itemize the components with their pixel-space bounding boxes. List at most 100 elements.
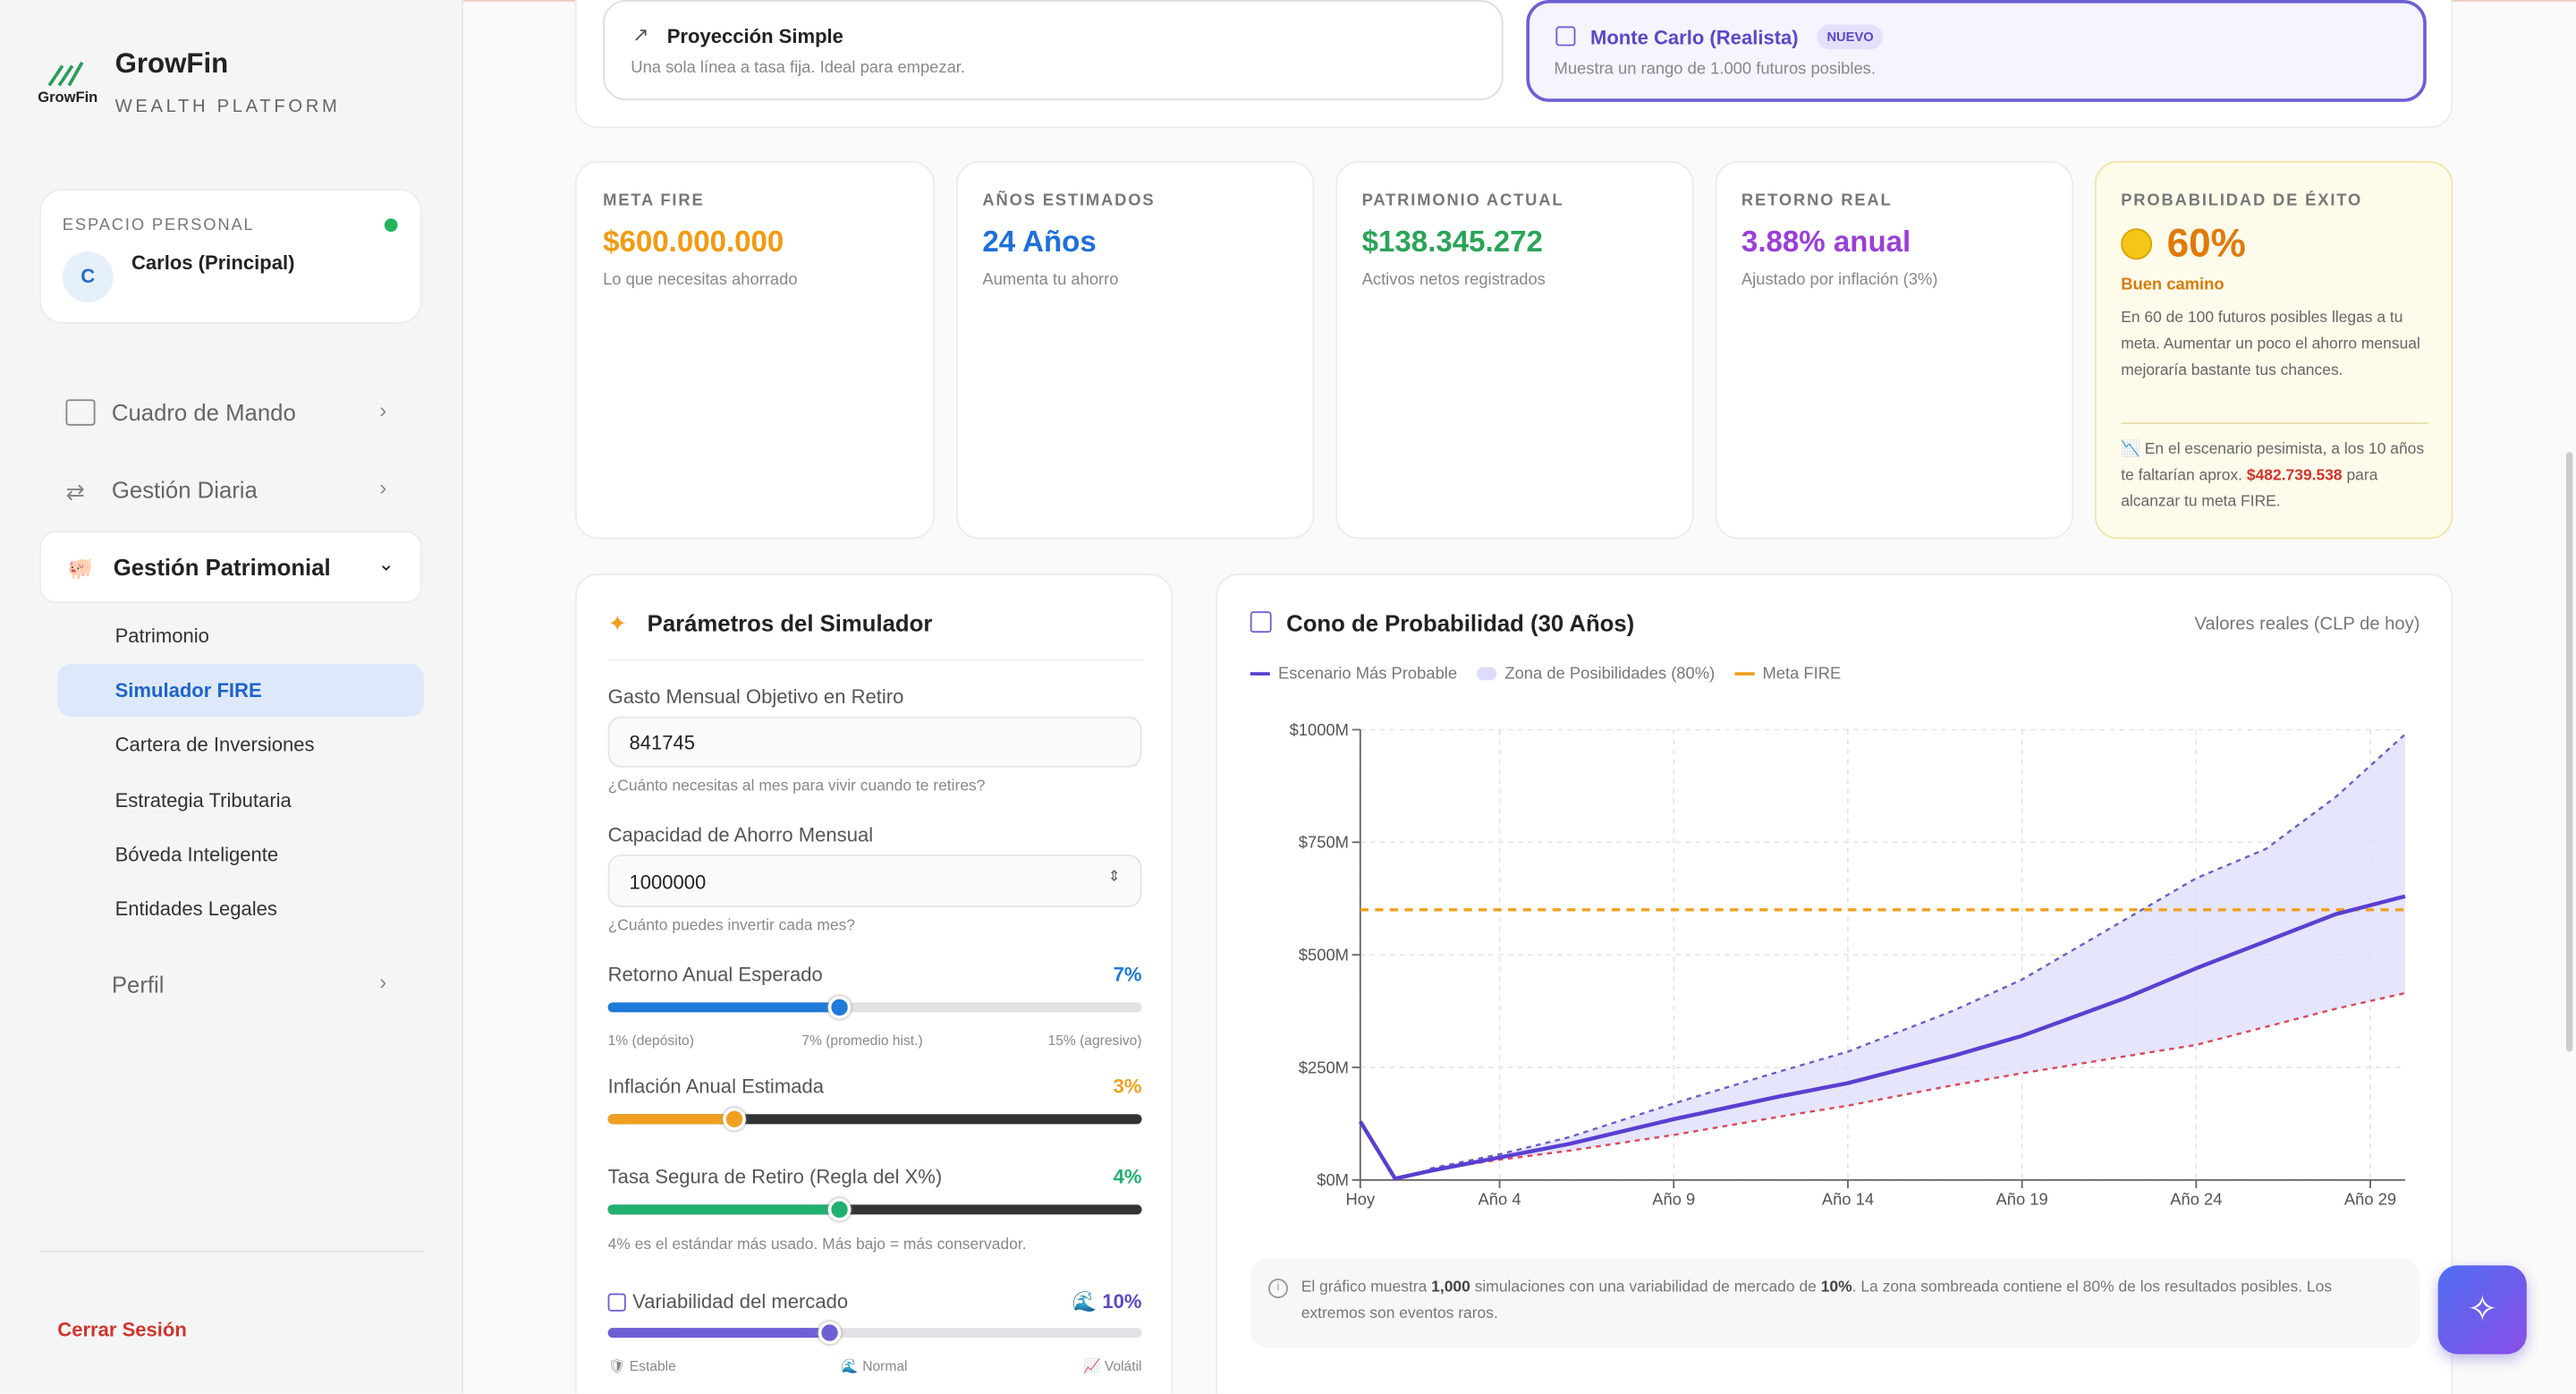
nav-group-active[interactable]: 🐖 Gestión Patrimonial ⌄ [39,531,423,604]
nav-item[interactable]: Perfil [111,971,165,998]
chart-footnote: i El gráfico muestra 1,000 simulaciones … [1250,1258,2420,1348]
mode-desc: Muestra un rango de 1.000 futuros posibl… [1554,60,1876,80]
x-tick-label: Año 19 [1996,1189,2048,1208]
scrollbar [2565,452,2573,1052]
avatar: C [62,251,114,302]
legend-swatch [1250,672,1270,676]
input[interactable]: 1000000 ⇕ [607,854,1142,907]
mode-card-active[interactable]: Monte Carlo (Realista) NUEVO Muestra un … [1526,0,2427,102]
legend-label: Zona de Posibilidades (80%) [1504,665,1716,684]
assistant-button[interactable]: ✧ [2437,1265,2527,1355]
nav-icon: ⇄ [65,478,86,505]
warning-amount: $482.739.538 [2246,466,2343,485]
status-dot [384,218,398,232]
logo-icon [47,61,84,87]
kpi-card: META FIRE $600.000.000 Lo que necesitas … [574,160,936,540]
kpi-label: AÑOS ESTIMADOS [982,191,1156,211]
band-upper-line [1429,733,2406,1170]
subnav-item[interactable]: Entidades Legales [114,897,277,921]
median-line [1358,894,2406,1181]
legend-label: Escenario Más Probable [1277,665,1458,684]
slider-mark: 7% (promedio hist.) [801,1032,923,1049]
band-lower-line [1429,991,2406,1171]
x-tick-label: Año 9 [1652,1189,1695,1208]
subnav-item[interactable]: Estrategia Tributaria [114,788,292,812]
kpi-card: AÑOS ESTIMADOS 24 Años Aumenta tu ahorro [955,160,1315,540]
mark-text: Volátil [1104,1357,1142,1374]
badge: NUEVO [1817,24,1884,50]
mark-text: Estable [629,1357,676,1374]
spinner[interactable]: ⇕ [1107,867,1121,885]
field-label: Gasto Mensual Objetivo en Retiro [607,684,904,709]
slider-label: Variabilidad del mercado [632,1289,849,1313]
chevron: › [379,969,387,995]
slider-track [607,1328,1142,1339]
kpi-value: 24 Años [982,225,1097,259]
mode-title: Monte Carlo (Realista) [1589,26,1799,50]
t: 10% [1820,1278,1852,1297]
mode-title: Proyección Simple [666,24,843,48]
slider-fill [607,1328,830,1339]
slider-mark: 1% (depósito) [607,1032,694,1049]
nav-item: Gestión Patrimonial [113,553,331,581]
tagline: WEALTH PLATFORM [114,97,341,117]
slider-mark: 🌊 Normal [841,1357,908,1374]
legend: Escenario Más Probable Zona de Posibilid… [1250,665,1842,684]
kpi-desc: Ajustado por inflación (3%) [1741,271,1938,290]
workspace-card[interactable]: ESPACIO PERSONAL C Carlos (Principal) [39,189,423,324]
slider-fill [607,1204,840,1215]
kpi-desc: Activos netos registrados [1361,271,1546,290]
slider-track [607,1002,1142,1013]
kpi-label: PATRIMONIO ACTUAL [1361,191,1564,211]
slider-thumb[interactable] [827,1197,852,1221]
subnav-item[interactable]: Patrimonio [114,624,209,648]
subnav-active-bg [57,664,424,717]
subnav-item[interactable]: Bóveda Inteligente [114,843,279,866]
y-tick-label: $500M [1299,946,1349,965]
params-icon: ✦ [607,609,628,636]
mode-card[interactable]: ↗ Proyección Simple Una sola línea a tas… [603,0,1504,101]
subnav-item[interactable]: Simulador FIRE [114,678,262,702]
nav-item[interactable]: Gestión Diaria [111,476,258,504]
slider-value: 4% [1113,1165,1142,1188]
y-tick-label: $750M [1299,833,1349,852]
chevron: › [379,474,387,500]
slider-track [607,1114,1142,1125]
chart-title: Cono de Probabilidad (30 Años) [1286,609,1635,636]
slider-thumb[interactable] [827,996,852,1019]
y-tick-label: $0M [1317,1170,1349,1189]
slider-fill [607,1002,840,1013]
nav-item[interactable]: Cuadro de Mando [111,399,296,426]
slider-thumb[interactable] [818,1321,842,1345]
slider-value: 🌊 10% [1072,1289,1142,1313]
input[interactable]: 841745 [607,716,1142,768]
mode-icon [1555,26,1576,47]
legend-label: Meta FIRE [1762,665,1842,684]
t: El gráfico muestra [1301,1278,1432,1297]
slider-thumb[interactable] [723,1107,746,1131]
chart-icon [1250,611,1272,633]
prob-warning: 📉 En el escenario pesimista, a los 10 añ… [2121,440,2425,512]
mode-desc: Una sola línea a tasa fija. Ideal para e… [631,59,966,78]
y-tick-label: $1000M [1290,720,1349,739]
slider-track [607,1204,1142,1215]
x-tick-label: Hoy [1345,1189,1375,1208]
field-label: Capacidad de Ahorro Mensual [607,823,874,846]
field-help: ¿Cuánto puedes invertir cada mes? [607,916,856,936]
slider-value: 3% [1113,1075,1142,1098]
slider-value-text: 10% [1102,1289,1142,1313]
logout[interactable]: Cerrar Sesión [57,1318,187,1341]
kpi-value: 3.88% anual [1741,225,1911,259]
slider-label: Inflación Anual Estimada [607,1075,824,1098]
subnav-item[interactable]: Cartera de Inversiones [114,733,315,756]
probability-card: PROBABILIDAD DE ÉXITO 60% Buen camino En… [2094,160,2453,540]
legend-item: Escenario Más Probable [1250,666,1457,684]
warning-tail: para alcanzar tu meta FIRE. [2121,466,2378,512]
input-value: 1000000 [629,871,707,895]
slider-label: Retorno Anual Esperado [607,963,823,987]
t: simulaciones con una variabilidad de mer… [1470,1278,1821,1297]
band-area [1429,734,2405,1170]
prob-text: En 60 de 100 futuros posibles llegas a t… [2121,309,2420,380]
